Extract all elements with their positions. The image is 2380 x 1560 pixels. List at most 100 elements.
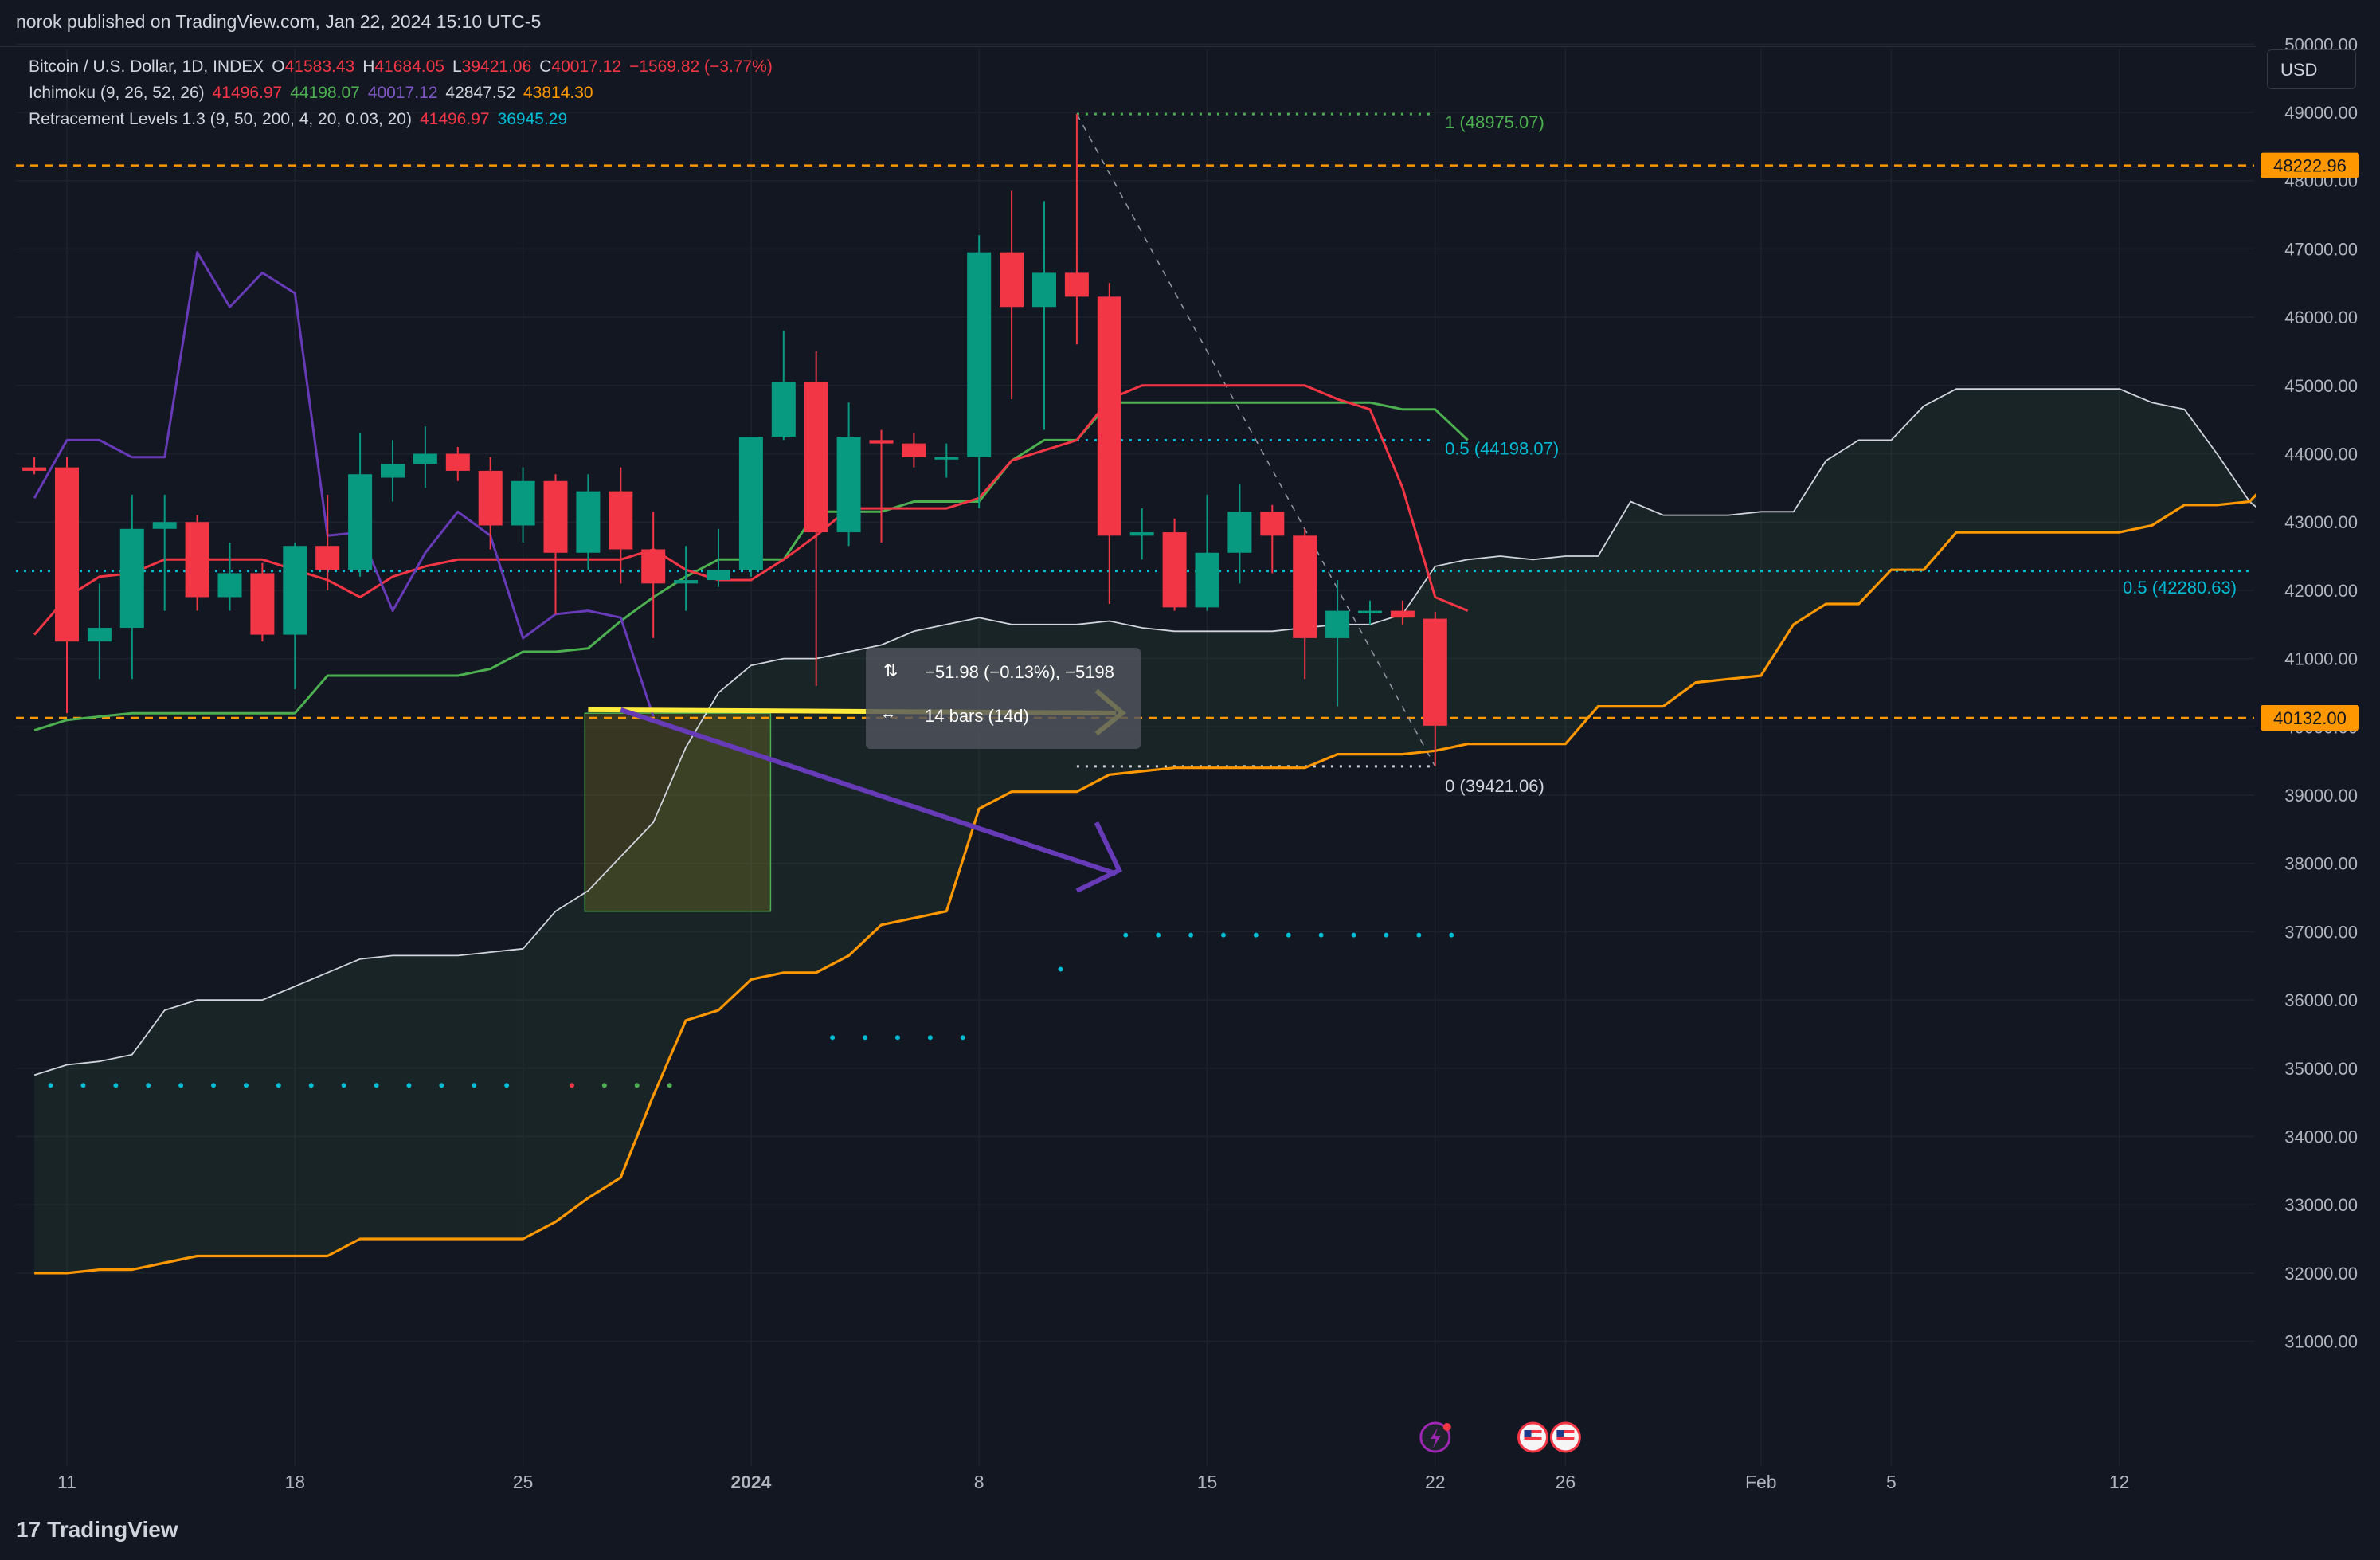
candle-body	[1325, 610, 1350, 638]
candle-body	[576, 491, 601, 553]
retracement-dot	[1449, 932, 1454, 938]
candle-body	[771, 382, 796, 437]
candle-body	[87, 628, 112, 642]
time-axis-label: 12	[2109, 1472, 2130, 1492]
symbol-title: Bitcoin / U.S. Dollar, 1D, INDEX	[29, 57, 264, 76]
low-label: L	[452, 57, 462, 76]
retracement-dot	[243, 1083, 249, 1088]
time-axis-label: 2024	[730, 1472, 771, 1492]
publish-header: norok published on TradingView.com, Jan …	[0, 0, 2380, 47]
candle-body	[836, 437, 861, 533]
ichimoku-title: Ichimoku (9, 26, 52, 26)	[29, 84, 205, 102]
flag-stripe-icon	[1524, 1430, 1542, 1433]
candle-body	[804, 382, 828, 533]
candle-body	[1293, 535, 1317, 638]
time-axis-label: 11	[57, 1472, 76, 1492]
fib-level-label: 0.5 (44198.07)	[1445, 439, 1559, 459]
time-axis-label: Feb	[1745, 1472, 1777, 1492]
retracement-dot	[341, 1083, 346, 1088]
candle-body	[934, 457, 959, 460]
retracement-dot	[1123, 932, 1129, 938]
candle-body	[1129, 532, 1154, 536]
retracement-dot	[927, 1035, 933, 1041]
candle-body	[217, 573, 242, 598]
ichimoku-conversion-value: 41496.97	[212, 84, 283, 102]
low-value: 39421.06	[461, 57, 532, 76]
flag-stripe-icon	[1524, 1437, 1542, 1440]
price-axis-label: 35000.00	[2284, 1059, 2358, 1079]
flag-canton-icon	[1524, 1430, 1532, 1437]
grid	[16, 43, 2254, 1466]
retracement-dot	[1351, 932, 1356, 938]
price-axis-label: 41000.00	[2284, 649, 2358, 669]
fib-level-label: 0 (39421.06)	[1445, 776, 1544, 796]
retracement-dot	[374, 1083, 379, 1088]
retracement-title: Retracement Levels 1.3 (9, 50, 200, 4, 2…	[29, 110, 412, 128]
retracement-dot	[406, 1083, 412, 1088]
purple-arrow-line	[620, 707, 1117, 876]
candle-body	[445, 453, 470, 471]
measure-bars-text: 14 bars (14d)	[925, 706, 1029, 726]
retracement-dot	[211, 1083, 217, 1088]
fib-trend-line	[1076, 113, 1436, 767]
price-range-icon: ⇅	[883, 660, 898, 680]
lightning-glyph-icon	[1430, 1428, 1441, 1448]
open-label: O	[272, 57, 285, 76]
retracement-dot	[504, 1083, 510, 1088]
measure-price-text: −51.98 (−0.13%), −5198	[925, 662, 1114, 682]
price-axis-label: 32000.00	[2284, 1264, 2358, 1284]
price-axis-label: 31000.00	[2284, 1332, 2358, 1352]
retracement-dot	[1220, 932, 1226, 938]
price-axis-label: 37000.00	[2284, 922, 2358, 942]
open-value: 41583.43	[284, 57, 355, 76]
footer	[0, 1507, 2380, 1560]
retracement-value-1: 41496.97	[419, 110, 490, 128]
candle-body	[381, 464, 405, 478]
ichimoku-lagging-line	[33, 251, 655, 717]
candle-body	[283, 546, 307, 635]
price-badge	[2261, 704, 2359, 731]
candle-body	[478, 470, 503, 526]
price-axis-label: 33000.00	[2284, 1195, 2358, 1215]
retracement-dot	[146, 1083, 151, 1088]
retracement-dot	[894, 1035, 900, 1041]
ichimoku-lagging-value: 40017.12	[367, 84, 438, 102]
price-axis-label: 43000.00	[2284, 512, 2358, 532]
candle-body	[1032, 272, 1056, 308]
tradingview-logo-text: TradingView	[47, 1517, 178, 1542]
candle-body	[1162, 532, 1187, 608]
price-axis-label: 34000.00	[2284, 1127, 2358, 1147]
flag-canton-icon	[1556, 1430, 1564, 1437]
publisher-text: norok published on TradingView.com, Jan …	[16, 11, 542, 32]
legend-retracement[interactable]: Retracement Levels 1.3 (9, 50, 200, 4, 2…	[29, 110, 575, 129]
price-badge-label: 48222.96	[2273, 156, 2347, 176]
candle-body	[348, 474, 373, 570]
tradingview-logo[interactable]: 17 TradingView	[16, 1517, 178, 1542]
retracement-dot	[667, 1083, 672, 1088]
currency-button[interactable]: USD	[2267, 49, 2356, 89]
candle-body	[119, 528, 144, 629]
candle-body	[22, 467, 47, 471]
flag-stripe-icon	[1556, 1437, 1575, 1440]
fib-level-label: 0.5 (42280.63)	[2123, 578, 2237, 598]
candle-body	[543, 480, 568, 553]
close-value: 40017.12	[551, 57, 622, 76]
ichimoku-span-a-value: 42847.52	[445, 84, 515, 102]
candle-body	[738, 437, 763, 570]
ichimoku-cloud	[34, 389, 2283, 1273]
retracement-dot	[601, 1083, 607, 1088]
retracement-dot	[113, 1083, 119, 1088]
retracement-dot	[276, 1083, 281, 1088]
retracement-dot	[308, 1083, 314, 1088]
retracement-dot	[634, 1083, 640, 1088]
legend-ichimoku[interactable]: Ichimoku (9, 26, 52, 26) 41496.97 44198.07…	[29, 84, 601, 103]
candle-body	[55, 467, 79, 642]
time-axis-label: 18	[285, 1472, 306, 1492]
price-axis-label: 46000.00	[2284, 308, 2358, 327]
price-badge	[2261, 152, 2359, 178]
retracement-dot	[1253, 932, 1259, 938]
candle-body	[511, 480, 535, 526]
purple-arrow-head	[1075, 821, 1123, 893]
change-value: −1569.82 (−3.77%)	[629, 57, 773, 76]
